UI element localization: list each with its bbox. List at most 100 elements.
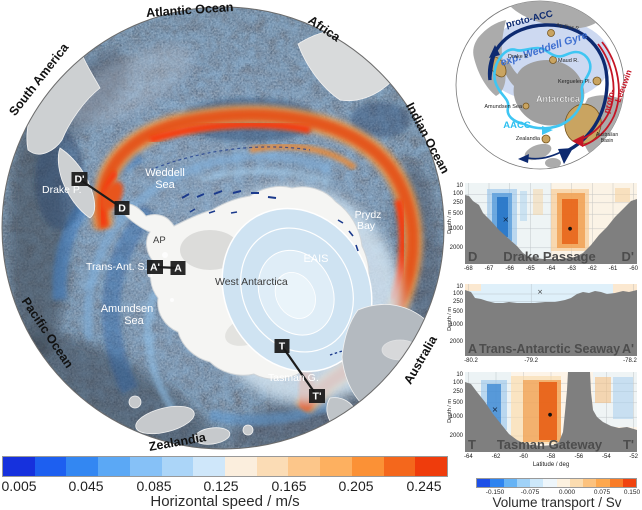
label-ap: AP	[153, 235, 166, 246]
drake-xtick: -60	[629, 266, 638, 272]
speed-tick: 0.085	[136, 478, 172, 494]
inset-label-amundsen: Amundsen Sea	[484, 104, 523, 110]
section-panel-drake: × ● D Drake Passage D' Depth / m 10 100 …	[447, 183, 638, 272]
label-amundsen-1: Amundsen	[101, 303, 154, 315]
inset-label-drake: Drake P.	[508, 54, 529, 60]
transport-tick: 0.000	[558, 489, 576, 496]
transport-colorbar-swatches	[476, 478, 637, 488]
inset-label-kerguelen: Kerguelen Pl.	[558, 79, 591, 85]
label-trans-ant-s: Trans-Ant. S.	[86, 261, 147, 273]
map-outline	[1, 6, 445, 450]
drake-xtick: -64	[546, 266, 556, 272]
drake-plot: × ●	[465, 183, 637, 264]
tasman-xtick: -64	[464, 454, 473, 460]
drake-xtick: -68	[464, 266, 473, 272]
aacc-arrowhead	[542, 126, 553, 135]
tasman-ytick: 500	[452, 399, 463, 406]
trans-xtick: -80.2	[464, 358, 478, 364]
drake-xtick: -65	[526, 266, 535, 272]
label-eais: EAIS	[303, 253, 328, 265]
trans-xtick: -78.2	[623, 358, 637, 364]
tasman-ytick: 100	[452, 380, 463, 386]
map-endpoint-a-prime: A'	[150, 262, 160, 274]
drake-xtick: -63	[567, 266, 577, 272]
trans-ytick: 100	[452, 291, 463, 297]
tasman-ytick: 2000	[449, 433, 463, 439]
speed-colorbar-swatches	[2, 456, 448, 477]
proto-acc-arrowheads	[489, 45, 573, 164]
drake-positive-cell	[533, 188, 630, 251]
tasman-ytick: 10	[456, 372, 463, 378]
drake-ytick: 100	[452, 191, 463, 197]
sea-labels: Weddell Sea Drake P. Trans-Ant. S. Amund…	[42, 167, 381, 384]
label-prydz-2: Bay	[357, 220, 376, 232]
trans-bathymetry	[465, 290, 637, 356]
trans-x-marker: ×	[537, 288, 543, 296]
trans-ytick: 500	[452, 308, 463, 315]
inset-label-australian-basin-1: Australian	[596, 132, 618, 138]
drake-end: D'	[621, 249, 634, 264]
speed-colorbar-title: Horizontal speed / m/s	[150, 493, 300, 510]
tasman-caption-row: T Tasman Gateway T'	[468, 438, 634, 452]
inset-label-antarctica: Antarctica	[536, 94, 581, 104]
trans-start: A	[468, 342, 478, 356]
drake-ytick: 2000	[449, 245, 463, 251]
drake-xtick: -62	[588, 266, 597, 272]
tasman-dot-marker: ●	[548, 412, 553, 418]
inset-schematic: proto-ACC Agulhas R. exp. Weddell Gyre M…	[455, 0, 634, 170]
trans-caption-row: A Trans-Antarctic Seaway A'	[468, 342, 634, 356]
transport-tick: -0.075	[520, 489, 540, 496]
tasman-ytick: 1000	[449, 414, 463, 420]
rim-label-atlantic: Atlantic Ocean	[146, 0, 234, 20]
inset-label-australian-basin-2: Basin	[601, 138, 614, 144]
drake-ytick: 1000	[449, 226, 463, 232]
label-weddell-2: Sea	[155, 179, 175, 191]
speed-tick: 0.165	[271, 478, 307, 494]
inset-label-aacc: AACC	[503, 120, 531, 131]
inset-label-zealandia: Zealandia	[516, 136, 541, 142]
tasman-title: Tasman Gateway	[496, 437, 603, 452]
tasman-plot: × ●	[465, 372, 637, 452]
polar-map: D' D A' A T T' Weddell Sea Drake P. Tran…	[1, 0, 450, 454]
tasman-xtick: -62	[491, 454, 501, 460]
tasman-end: T'	[622, 437, 634, 452]
trans-ytick: 250	[452, 298, 463, 305]
tasman-xaxis-label: Latitude / deg	[532, 462, 570, 468]
trans-ytick: 2000	[449, 338, 463, 345]
tasman-negative-cell	[481, 377, 633, 430]
map-endpoint-t-prime: T'	[313, 391, 322, 403]
label-drake-p: Drake P.	[42, 184, 82, 196]
section-panel-tasman: × ● T Tasman Gateway T' Depth / m 10 100…	[447, 372, 638, 468]
tasman-start: T	[468, 437, 476, 452]
tasman-ytick: 250	[452, 388, 463, 395]
proto-leeuwin-arrowhead	[572, 135, 584, 147]
trans-plot: ×	[465, 284, 637, 356]
proto-leeuwin-arrow	[579, 41, 620, 147]
label-prydz-1: Prydz	[355, 209, 382, 221]
speed-tick: 0.245	[406, 478, 442, 494]
trans-end: A'	[622, 342, 634, 356]
trans-ytick: 1000	[449, 321, 463, 328]
tasman-xtick: -56	[574, 454, 584, 460]
transport-colorbar-title: Volume transport / Sv	[492, 495, 622, 510]
trans-ytick: 10	[456, 284, 463, 290]
tasman-positive-cell	[511, 376, 611, 444]
map-endpoint-d: D	[118, 203, 126, 215]
drake-ytick: 250	[452, 200, 463, 206]
land-labels: West Antarctica AP	[153, 235, 288, 288]
drake-bathymetry	[465, 195, 637, 264]
trans-xtick: -79.2	[524, 358, 539, 364]
eais-icesheet	[221, 207, 373, 373]
speed-tick: 0.125	[203, 478, 239, 494]
speed-tick: 0.205	[338, 478, 374, 494]
trans-title: Trans-Antarctic Seaway	[478, 342, 621, 356]
tasman-xtick: -60	[519, 454, 528, 460]
map-art: D' D A' A T T' Weddell Sea Drake P. Tran…	[2, 7, 444, 449]
section-panel-trans-antarctic: × A Trans-Antarctic Seaway A' Depth / m …	[447, 284, 637, 364]
tasman-xtick: -58	[546, 454, 556, 460]
transport-tick: 0.150	[623, 489, 641, 496]
transport-tick: -0.150	[485, 489, 505, 496]
inset-label-agulhas: Agulhas R.	[556, 22, 581, 32]
tasman-xtick: -52	[629, 454, 638, 460]
